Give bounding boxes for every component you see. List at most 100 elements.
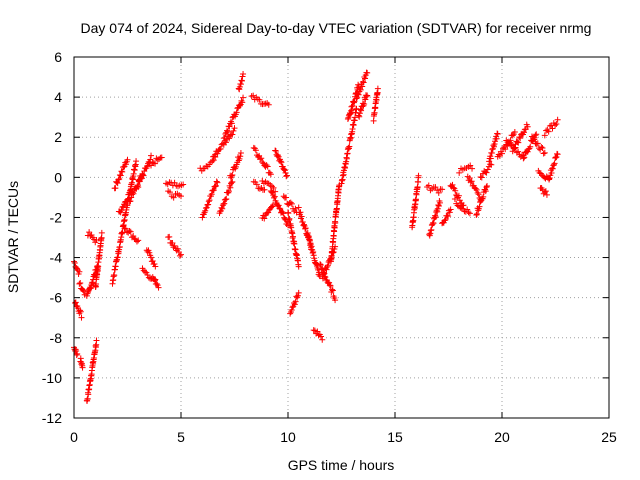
data-point (425, 182, 432, 189)
data-point (259, 159, 266, 166)
data-point (228, 172, 235, 179)
data-point (112, 185, 119, 192)
x-tick-label: 25 (601, 429, 617, 445)
data-point (126, 228, 133, 235)
data-point (158, 154, 165, 161)
data-point (467, 162, 474, 169)
data-point (180, 181, 187, 188)
data-point (540, 150, 547, 157)
data-point (205, 198, 212, 205)
data-point (473, 186, 480, 193)
data-point (455, 192, 462, 199)
data-point (76, 280, 83, 287)
data-point (202, 205, 209, 212)
data-point (87, 285, 94, 292)
data-point (351, 99, 358, 106)
data-point (491, 140, 498, 147)
data-point (262, 100, 269, 107)
data-point (148, 254, 155, 261)
data-point (464, 206, 471, 213)
data-point (205, 201, 212, 208)
data-point (214, 179, 221, 186)
data-point (84, 395, 91, 402)
data-point (347, 107, 354, 114)
data-point (552, 154, 559, 161)
data-point (89, 279, 96, 286)
data-point (541, 132, 548, 139)
data-point (549, 125, 556, 132)
data-point (317, 261, 324, 268)
data-point (275, 153, 282, 160)
data-point (319, 275, 326, 282)
data-point (490, 143, 497, 150)
data-point (295, 289, 302, 296)
data-point (521, 154, 528, 161)
data-point (300, 221, 307, 228)
data-point (221, 200, 228, 207)
data-point (269, 203, 276, 210)
data-point (236, 102, 243, 109)
data-point (217, 145, 224, 152)
data-point (469, 165, 476, 172)
data-point (499, 150, 505, 157)
data-point (511, 145, 518, 152)
data-point (154, 282, 161, 289)
data-point (434, 205, 441, 212)
data-point (271, 193, 278, 200)
y-tick-label: -4 (50, 250, 63, 266)
data-point (73, 351, 80, 358)
data-point (465, 209, 472, 216)
data-point (127, 228, 134, 235)
data-point (291, 240, 298, 247)
y-tick-label: 6 (54, 49, 62, 65)
data-point (229, 171, 236, 178)
data-point (490, 142, 497, 149)
data-point (240, 71, 247, 78)
data-point (467, 179, 474, 186)
data-point (520, 129, 527, 136)
data-point (543, 191, 550, 198)
chart-title: Day 074 of 2024, Sidereal Day-to-day VTE… (81, 20, 592, 36)
data-point (148, 152, 155, 159)
data-point (327, 282, 334, 289)
data-point (76, 310, 83, 317)
data-point (124, 156, 131, 163)
data-point (483, 169, 490, 176)
data-point (445, 213, 452, 220)
data-point (272, 147, 279, 154)
data-point (114, 254, 121, 261)
data-point (456, 169, 463, 176)
data-point (349, 102, 356, 109)
data-point (265, 209, 272, 216)
data-point (538, 143, 545, 150)
data-point (441, 217, 448, 224)
y-tick-label: -8 (50, 330, 63, 346)
data-point (170, 194, 177, 201)
data-point (472, 185, 479, 192)
data-point (415, 172, 422, 179)
data-point (152, 263, 159, 270)
data-point (222, 196, 229, 203)
data-point (539, 144, 546, 151)
data-point (237, 149, 244, 156)
data-point (209, 187, 216, 194)
data-point (233, 109, 240, 116)
x-tick-label: 0 (70, 429, 78, 445)
data-point (153, 280, 160, 287)
data-point (480, 193, 487, 200)
data-point (357, 86, 364, 93)
data-point (166, 233, 173, 240)
data-point (280, 210, 287, 217)
data-point (356, 110, 363, 117)
data-point (274, 153, 281, 160)
data-point (527, 143, 534, 150)
data-point (203, 204, 210, 211)
data-point (77, 307, 84, 314)
data-point (447, 206, 454, 213)
data-point (229, 131, 236, 138)
data-point (239, 99, 246, 106)
x-tick-label: 10 (280, 429, 296, 445)
data-point (494, 130, 501, 137)
data-point (488, 149, 495, 156)
data-point (134, 183, 141, 190)
